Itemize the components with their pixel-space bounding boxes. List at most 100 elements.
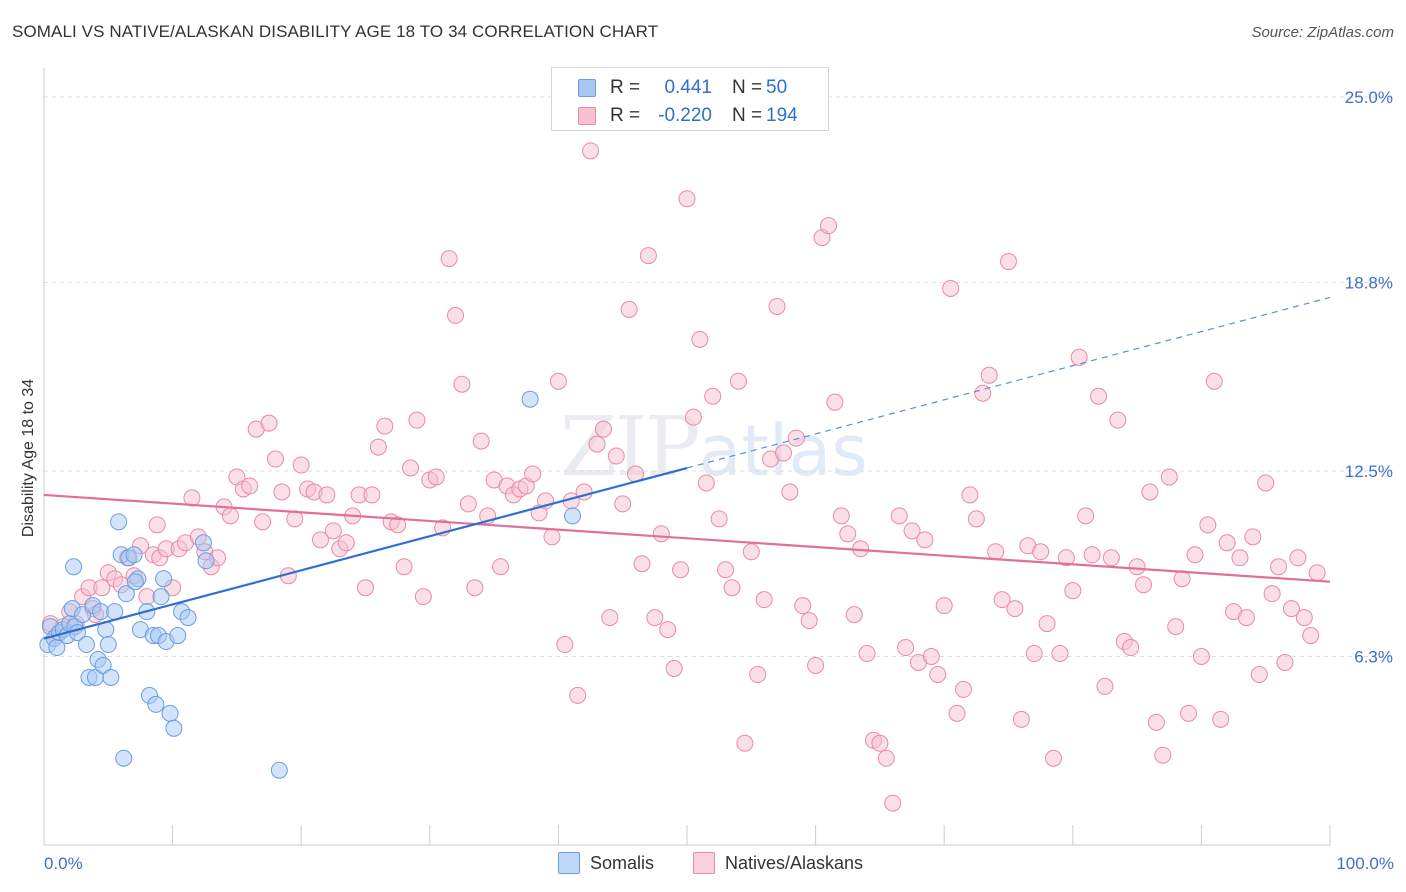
native-point bbox=[839, 525, 857, 543]
native-point bbox=[1244, 528, 1262, 546]
legend-r-value: -0.220 bbox=[658, 105, 712, 126]
native-point bbox=[1289, 549, 1307, 567]
native-point bbox=[691, 330, 709, 348]
native-point bbox=[1012, 710, 1030, 728]
native-point bbox=[459, 495, 477, 513]
native-point bbox=[672, 561, 690, 579]
native-point bbox=[871, 734, 889, 752]
somali-point bbox=[125, 546, 143, 564]
native-point bbox=[221, 507, 239, 525]
native-point bbox=[665, 659, 683, 677]
somali-point bbox=[564, 507, 582, 525]
native-point bbox=[1192, 648, 1210, 666]
native-point bbox=[1000, 253, 1017, 271]
y-tick-label: 18.8% bbox=[1345, 274, 1393, 293]
x-tick-label: 0.0% bbox=[44, 854, 83, 873]
native-point bbox=[800, 612, 818, 630]
native-point bbox=[1032, 543, 1050, 561]
native-point bbox=[408, 411, 426, 429]
native-point bbox=[556, 636, 574, 654]
native-point bbox=[543, 528, 561, 546]
native-point bbox=[402, 459, 420, 477]
native-point bbox=[1147, 713, 1165, 731]
y-tick-label: 6.3% bbox=[1354, 648, 1393, 667]
native-point bbox=[254, 513, 272, 531]
native-point bbox=[935, 597, 953, 615]
legend-n-value: 194 bbox=[766, 105, 798, 126]
native-point bbox=[1038, 615, 1056, 633]
native-point bbox=[1160, 468, 1178, 486]
native-point bbox=[922, 648, 940, 666]
native-point bbox=[954, 680, 972, 698]
source-label: Source: ZipAtlas.com bbox=[1251, 24, 1394, 41]
native-point bbox=[1282, 600, 1300, 618]
somali-point bbox=[117, 585, 135, 603]
bottom-legend-swatch-somalis bbox=[558, 852, 580, 874]
native-point bbox=[697, 474, 715, 492]
native-point bbox=[948, 704, 966, 722]
native-point bbox=[774, 444, 792, 462]
native-point bbox=[1295, 609, 1313, 627]
native-point bbox=[414, 588, 432, 606]
somali-point bbox=[155, 570, 173, 588]
native-point bbox=[717, 561, 735, 579]
native-point bbox=[292, 456, 310, 474]
legend-n-value: 50 bbox=[766, 77, 788, 98]
native-point bbox=[678, 190, 696, 208]
native-point bbox=[1122, 639, 1140, 657]
legend-r-label: R = bbox=[610, 77, 641, 98]
somali-point bbox=[99, 636, 117, 654]
native-point bbox=[318, 486, 336, 504]
native-point bbox=[903, 522, 921, 540]
native-point bbox=[967, 510, 985, 528]
native-point bbox=[742, 543, 760, 561]
legend-r-label: R = bbox=[610, 105, 641, 126]
somali-point bbox=[197, 552, 215, 570]
native-point bbox=[466, 579, 484, 597]
native-point bbox=[1276, 653, 1294, 671]
legend-swatch-natives bbox=[578, 107, 596, 125]
chart-title: SOMALI VS NATIVE/ALASKAN DISABILITY AGE … bbox=[12, 22, 659, 41]
native-point bbox=[1270, 558, 1288, 576]
native-point bbox=[819, 217, 837, 235]
native-point bbox=[1128, 558, 1146, 576]
native-point bbox=[1064, 582, 1082, 600]
y-tick-label: 25.0% bbox=[1345, 88, 1393, 107]
correlation-legend: R = 0.441 N = 50 R = -0.220 N = 194 bbox=[551, 67, 829, 131]
native-point bbox=[447, 306, 465, 324]
native-point bbox=[987, 543, 1005, 561]
native-point bbox=[826, 393, 844, 411]
native-point bbox=[890, 507, 908, 525]
native-point bbox=[723, 579, 741, 597]
native-point bbox=[1045, 749, 1063, 767]
native-point bbox=[807, 656, 825, 674]
y-tick-label: 12.5% bbox=[1345, 462, 1393, 481]
somali-point bbox=[126, 573, 144, 591]
native-point bbox=[1141, 483, 1159, 501]
native-point bbox=[138, 588, 156, 606]
somali-point bbox=[77, 636, 95, 654]
native-point bbox=[1218, 534, 1236, 552]
native-point bbox=[897, 639, 915, 657]
native-point bbox=[1186, 546, 1204, 564]
native-point bbox=[324, 522, 342, 540]
somali-point bbox=[165, 719, 183, 737]
native-point bbox=[1180, 704, 1198, 722]
native-point bbox=[1025, 645, 1043, 663]
native-point bbox=[524, 465, 542, 483]
somali-point bbox=[115, 749, 133, 767]
native-point bbox=[974, 384, 992, 402]
native-point bbox=[1263, 585, 1281, 603]
native-point bbox=[241, 477, 259, 495]
natives-trendline bbox=[43, 493, 1331, 583]
native-point bbox=[794, 597, 812, 615]
native-point bbox=[787, 429, 805, 447]
native-point bbox=[1302, 627, 1320, 645]
native-point bbox=[594, 420, 612, 438]
native-point bbox=[453, 375, 471, 393]
native-point bbox=[1083, 546, 1101, 564]
native-point bbox=[1109, 411, 1127, 429]
native-point bbox=[652, 525, 670, 543]
native-point bbox=[607, 447, 625, 465]
